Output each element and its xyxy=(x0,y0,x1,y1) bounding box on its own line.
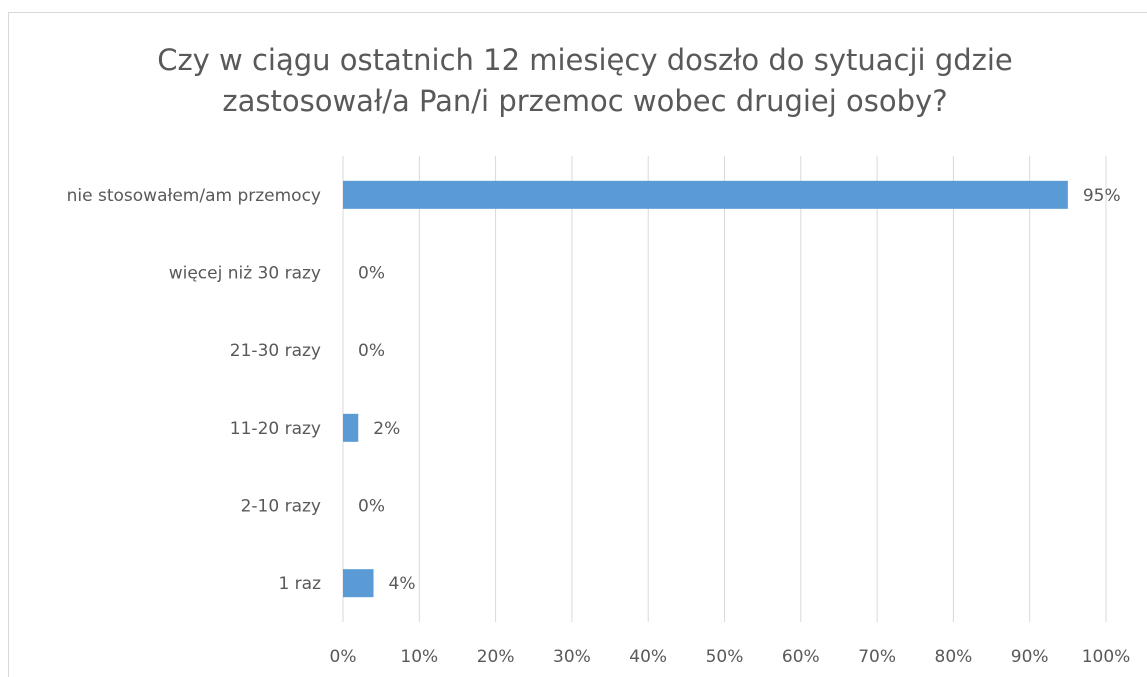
bar xyxy=(343,413,359,442)
chart-title: Czy w ciągu ostatnich 12 miesięcy doszło… xyxy=(157,43,1013,77)
bar xyxy=(343,180,1068,209)
x-tick-label: 50% xyxy=(706,647,744,667)
data-label: 95% xyxy=(1083,186,1121,206)
chart-frame xyxy=(8,12,1147,677)
data-label: 0% xyxy=(358,264,385,284)
data-label: 0% xyxy=(358,497,385,517)
y-tick-label: 1 raz xyxy=(278,574,321,594)
x-tick-label: 80% xyxy=(935,647,973,667)
x-tick-label: 40% xyxy=(629,647,667,667)
data-label: 4% xyxy=(389,574,416,594)
x-tick-label: 70% xyxy=(858,647,896,667)
y-tick-label: 11-20 razy xyxy=(230,419,321,439)
y-tick-label: nie stosowałem/am przemocy xyxy=(67,186,321,206)
x-tick-label: 20% xyxy=(477,647,515,667)
data-label: 2% xyxy=(373,419,400,439)
x-tick-label: 0% xyxy=(330,647,357,667)
y-tick-label: 21-30 razy xyxy=(230,341,321,361)
x-tick-label: 90% xyxy=(1011,647,1049,667)
bar xyxy=(343,569,374,598)
chart-title: zastosował/a Pan/i przemoc wobec drugiej… xyxy=(222,84,947,118)
x-tick-label: 30% xyxy=(553,647,591,667)
data-label: 0% xyxy=(358,341,385,361)
y-tick-label: więcej niż 30 razy xyxy=(169,264,321,284)
x-tick-label: 10% xyxy=(400,647,438,667)
x-tick-label: 100% xyxy=(1082,647,1131,667)
y-tick-label: 2-10 razy xyxy=(241,497,321,517)
x-tick-label: 60% xyxy=(782,647,820,667)
